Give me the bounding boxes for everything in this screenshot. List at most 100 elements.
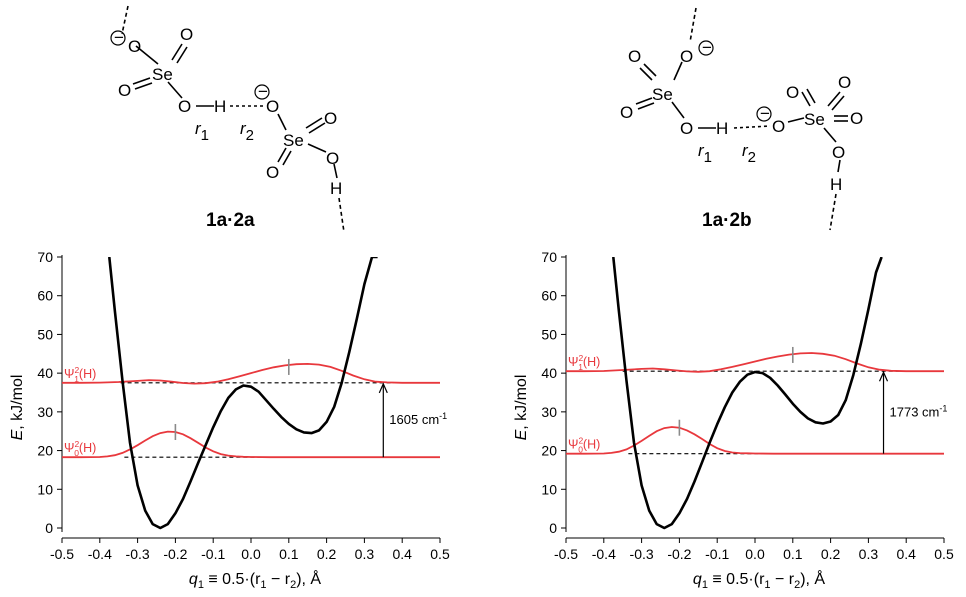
atom-se: Se	[804, 110, 825, 129]
atom-o: O	[680, 119, 693, 138]
atom-o: O	[266, 97, 279, 116]
x-tick-label: -0.4	[88, 546, 112, 562]
bond	[308, 122, 326, 134]
charge-circle	[110, 30, 126, 46]
atom-o: O	[628, 47, 641, 66]
bond	[305, 117, 323, 129]
x-axis-label: q1 ≡ 0.5·(r1 − r2), Å	[693, 569, 826, 591]
transition-label: 1605 cm-1	[389, 411, 447, 427]
y-tick-label: 20	[541, 443, 557, 459]
y-axis-label: E, kJ/mol	[9, 375, 26, 441]
y-tick-label: 30	[541, 404, 557, 420]
label-r1: r1	[195, 119, 209, 144]
atom-h: H	[214, 97, 226, 116]
x-tick-label: -0.5	[50, 546, 74, 562]
y-tick-label: 10	[541, 481, 557, 497]
atom-o: O	[838, 73, 851, 92]
x-tick-label: 0.1	[279, 546, 299, 562]
bond	[307, 143, 327, 153]
x-tick-label: 0.1	[783, 546, 803, 562]
label-r2: r2	[742, 141, 756, 166]
hbond-dash	[338, 197, 345, 233]
x-tick-label: 0.2	[317, 546, 337, 562]
bond	[277, 147, 287, 163]
bond	[806, 88, 816, 104]
y-tick-label: 50	[541, 326, 557, 342]
x-tick-label: 0.3	[859, 546, 879, 562]
charge-circle	[698, 40, 714, 56]
structure-1a-2b-labels: − O O Se O O H − O Se O O O O H r1 r2 1a…	[620, 38, 863, 231]
atom-se: Se	[152, 65, 173, 84]
potential-curve	[612, 257, 883, 530]
x-tick-label: -0.3	[630, 546, 654, 562]
y-tick-label: 40	[541, 365, 557, 381]
atom-o: O	[178, 97, 191, 116]
atom-o: O	[180, 25, 193, 44]
y-tick-label: 50	[37, 326, 53, 342]
psi0-label: Ψ2 0(H)	[64, 439, 96, 458]
charge-sign: −	[760, 104, 770, 123]
x-tick-label: -0.1	[201, 546, 225, 562]
x-tick-label: -0.2	[163, 546, 187, 562]
transition-label: 1773 cm-1	[890, 403, 948, 419]
hbond-dash	[733, 125, 771, 129]
structure-1a-2a	[110, 5, 345, 233]
arrow-head	[878, 370, 889, 382]
bond	[167, 81, 183, 99]
x-tick-label: -0.5	[554, 546, 578, 562]
x-tick-label: 0.0	[745, 546, 765, 562]
y-tick-label: 60	[37, 288, 53, 304]
charge-sign: −	[702, 38, 712, 57]
y-axis-label: E, kJ/mol	[513, 375, 530, 441]
bond	[831, 95, 845, 111]
bond	[823, 127, 837, 143]
y-tick-label: 20	[37, 443, 53, 459]
structure-1a-2a-labels: − O O Se O O H − O Se O O O H r1 r2 1a·2…	[114, 25, 342, 231]
charge-circle	[254, 84, 270, 100]
atom-h: H	[830, 175, 842, 194]
atom-h: H	[716, 119, 728, 138]
atom-o: O	[326, 149, 339, 168]
psi0-curve	[566, 426, 944, 455]
atom-o: O	[324, 109, 337, 128]
x-axis-label: q1 ≡ 0.5·(r1 − r2), Å	[189, 569, 322, 591]
psi1-label: Ψ2 1(H)	[568, 353, 600, 372]
x-tick-label: 0.3	[355, 546, 375, 562]
x-tick-label: -0.2	[667, 546, 691, 562]
x-tick-label: 0.4	[392, 546, 412, 562]
bond	[643, 63, 657, 77]
psi0-curve	[62, 430, 440, 459]
atom-o: O	[266, 163, 279, 182]
bond	[277, 113, 287, 131]
bond	[801, 91, 811, 107]
bond	[673, 61, 683, 81]
structure-1a-2b	[635, 7, 848, 231]
atom-h: H	[330, 179, 342, 198]
label-r1: r1	[698, 141, 712, 166]
psi1-curve	[566, 352, 944, 373]
atom-o: O	[118, 81, 131, 100]
x-tick-label: -0.1	[705, 546, 729, 562]
atom-o: O	[786, 83, 799, 102]
bond	[639, 67, 653, 81]
hbond-dash	[689, 7, 697, 43]
hbond-dash	[829, 193, 837, 231]
atom-o: O	[832, 143, 845, 162]
x-tick-label: 0.2	[821, 546, 841, 562]
atom-se: Se	[283, 131, 304, 150]
arrow-head	[378, 382, 388, 394]
bond	[671, 101, 685, 119]
atom-o: O	[680, 47, 693, 66]
x-tick-label: 0.4	[896, 546, 916, 562]
y-tick-label: 0	[549, 520, 557, 536]
x-tick-label: -0.4	[592, 546, 616, 562]
charge-circle	[756, 106, 772, 122]
bond	[787, 117, 805, 123]
atom-o: O	[620, 103, 633, 122]
hbond-dash	[121, 5, 129, 35]
structure-label: 1a·2b	[702, 210, 752, 231]
x-tick-label: 0.5	[430, 546, 450, 562]
y-tick-label: 40	[37, 365, 53, 381]
energy-chart-1a-2b: 0 10 20 30 40 50 60 70 -0.5 -0.4 -0.3 -0.2 -0.1 0.0 0.…	[513, 249, 954, 591]
